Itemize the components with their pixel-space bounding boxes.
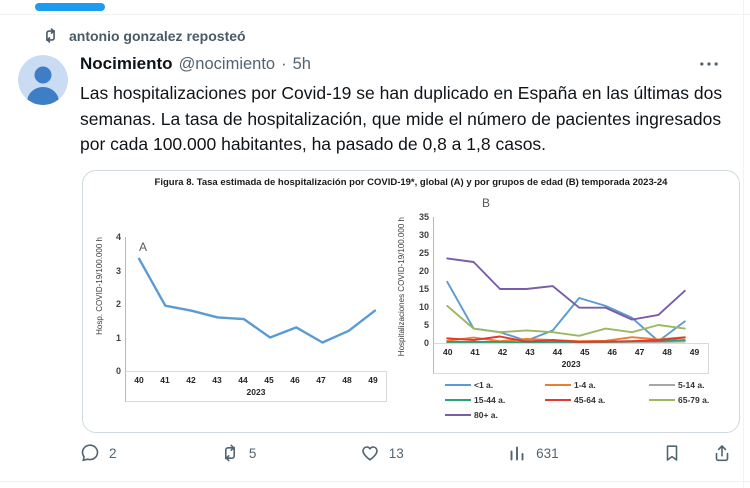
legend-item: 45-64 a. (545, 395, 649, 405)
legend-swatch (545, 383, 571, 387)
engagement-bar: 2 5 13 631 (80, 443, 732, 463)
y-axis-label-a: Hosp. COVID-19/100.000 h (95, 237, 104, 335)
x-axis-year-a: 2023 (246, 387, 266, 397)
legend-item: 80+ a. (445, 410, 545, 420)
repost-count: 5 (248, 445, 257, 461)
plot-area-b: B (433, 196, 697, 343)
heart-icon (361, 446, 378, 461)
y-axis-ticks-b: 0 5 10 15 20 25 30 35 (418, 212, 429, 348)
author-handle[interactable]: @nocimiento (178, 55, 276, 73)
x-axis-b: 40 41 42 43 44 45 46 47 48 49 2023 (433, 343, 710, 374)
divider (0, 14, 750, 15)
legend-swatch (649, 383, 675, 387)
legend-label: <1 a. (474, 380, 494, 390)
reply-count: 2 (109, 445, 117, 461)
x-axis-year-b: 2023 (561, 359, 581, 369)
legend-label: 80+ a. (474, 410, 498, 420)
tweet-text: Las hospitalizaciones por Covid-19 se ha… (80, 83, 723, 154)
x-axis-a: 40 41 42 43 44 45 46 47 48 49 2023 (125, 371, 387, 402)
like-button[interactable]: 13 (360, 443, 404, 463)
views-count: 631 (536, 445, 559, 461)
legend-item: 65-79 a. (649, 395, 709, 405)
repost-count-icon (224, 444, 235, 462)
legend-swatch (445, 383, 471, 387)
legend-swatch (445, 398, 471, 402)
legend-label: 45-64 a. (574, 395, 606, 405)
views-icon (510, 446, 524, 461)
views-button[interactable]: 631 (507, 443, 559, 463)
column-divider (743, 0, 744, 488)
divider (0, 481, 750, 482)
repost-header[interactable]: antonio gonzalez reposteó (42, 27, 246, 44)
share-icon[interactable] (712, 443, 732, 463)
line-chart-b (446, 257, 686, 343)
bookmark-icon[interactable] (662, 443, 682, 463)
legend-swatch (545, 398, 571, 402)
legend-item: <1 a. (445, 380, 545, 390)
legend-label: 65-79 a. (678, 395, 710, 405)
more-icon[interactable] (698, 53, 720, 75)
active-tab-indicator (35, 3, 105, 11)
legend-swatch (649, 398, 675, 402)
repost-icon (46, 28, 55, 43)
x-axis-weeks-a: 40 41 42 43 44 45 46 47 48 49 (134, 375, 378, 385)
timestamp: 5h (292, 55, 311, 73)
figure-title: Figura 8. Tasa estimada de hospitalizaci… (154, 177, 668, 188)
legend-item: 15-44 a. (445, 395, 545, 405)
legend-label: 15-44 a. (474, 395, 506, 405)
repost-label: antonio gonzalez reposteó (69, 27, 246, 44)
line-chart-a (137, 257, 377, 344)
legend-label: 5-14 a. (678, 380, 705, 390)
plot-area-a: A (125, 237, 387, 371)
tweet-body: Nocimiento @nocimiento · 5h Las hospital… (80, 54, 730, 158)
legend-label: 1-4 a. (574, 380, 596, 390)
avatar[interactable] (18, 55, 68, 105)
panel-label-a: A (139, 240, 148, 254)
chart-legend: <1 a. 1-4 a. 5-14 a. 15-44 a. 45-64 a. 65-79 … (445, 380, 709, 420)
like-count: 13 (388, 445, 404, 461)
media-figure-card[interactable]: Figura 8. Tasa estimada de hospitalizaci… (82, 170, 740, 433)
author-name[interactable]: Nocimiento (80, 54, 173, 73)
reply-icon (81, 444, 99, 462)
panel-label-b: B (482, 196, 491, 210)
reply-button[interactable]: 2 (80, 443, 117, 463)
x-axis-weeks-b: 40 41 42 43 44 45 46 47 48 49 (442, 347, 700, 357)
legend-item: 1-4 a. (545, 380, 649, 390)
meta-separator: · (281, 55, 287, 73)
legend-item: 5-14 a. (649, 380, 709, 390)
repost-button[interactable]: 5 (220, 443, 257, 463)
legend-swatch (445, 413, 471, 417)
y-axis-label-b: Hospitalizaciones COVID-19/100.000 h (397, 217, 406, 357)
